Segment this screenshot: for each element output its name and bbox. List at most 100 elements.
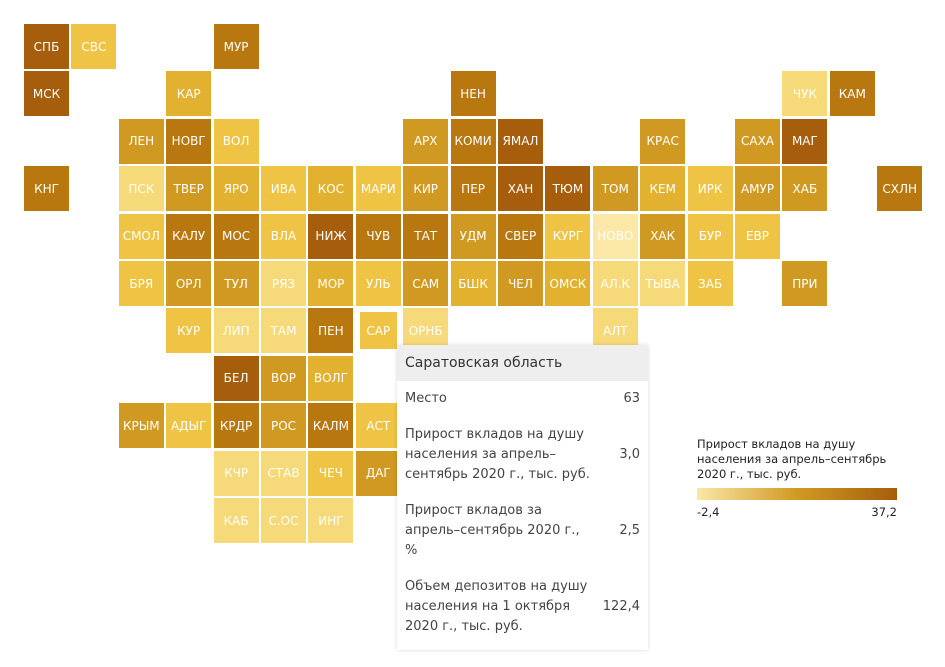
row-label: Прирост вкладов за апрель–сентябрь 2020 … xyxy=(405,503,580,558)
region-tile[interactable]: СВС xyxy=(71,24,117,69)
region-tile[interactable]: КОМИ xyxy=(450,118,496,164)
region-tile[interactable]: ТОМ xyxy=(592,166,638,212)
tooltip-row: Прирост вкладов на душу населения за апр… xyxy=(397,417,648,493)
region-tile[interactable]: АМУР xyxy=(735,166,780,212)
region-tile[interactable]: АЛ.К xyxy=(592,261,638,306)
tooltip-row: Объем депозитов на душу населения на 1 о… xyxy=(397,569,648,645)
region-tile[interactable]: НОВГ xyxy=(166,118,212,164)
region-tile[interactable]: ТАМ xyxy=(261,308,306,354)
region-tile[interactable]: ТАТ xyxy=(403,213,449,259)
region-tile[interactable]: РОС xyxy=(261,403,306,449)
region-tile[interactable]: САР xyxy=(355,308,401,354)
region-tile[interactable]: СХЛН xyxy=(877,166,923,212)
region-tile[interactable]: ЧУВ xyxy=(355,213,401,259)
region-tile[interactable]: ЕВР xyxy=(735,213,780,259)
region-tile[interactable]: САХА xyxy=(735,118,780,164)
region-tile[interactable]: ЗАБ xyxy=(687,261,733,306)
region-tile[interactable]: МОС xyxy=(213,213,259,259)
region-tile[interactable]: НИЖ xyxy=(308,213,354,259)
region-tile[interactable]: КОС xyxy=(308,166,354,212)
region-tile[interactable]: НЕН xyxy=(450,71,496,117)
tooltip: Саратовская область Место 63 Прирост вклад… xyxy=(397,345,648,650)
region-tile[interactable]: ПСК xyxy=(118,166,164,212)
row-label: Прирост вкладов на душу населения за апр… xyxy=(405,427,590,482)
region-tile[interactable]: БУР xyxy=(687,213,733,259)
region-tile[interactable]: ТВЕР xyxy=(166,166,212,212)
region-tile[interactable]: ПЕР xyxy=(450,166,496,212)
region-tile[interactable]: ТУЛ xyxy=(213,261,259,306)
region-tile[interactable]: УДМ xyxy=(450,213,496,259)
region-tile[interactable]: АСТ xyxy=(355,403,401,449)
region-tile[interactable]: ЧЕЛ xyxy=(498,261,543,306)
region-tile[interactable]: ЯРО xyxy=(213,166,259,212)
region-tile[interactable]: ВОР xyxy=(261,355,306,401)
tooltip-title: Саратовская область xyxy=(397,345,648,381)
region-tile[interactable]: КРДР xyxy=(213,403,259,449)
region-tile[interactable]: МОР xyxy=(308,261,354,306)
region-tile[interactable]: ХАН xyxy=(498,166,543,212)
legend-title: Прирост вкладов на душу населения за апр… xyxy=(697,437,887,481)
region-tile[interactable]: РЯЗ xyxy=(261,261,306,306)
region-tile[interactable]: ХАК xyxy=(640,213,686,259)
region-tile[interactable]: ХАБ xyxy=(782,166,828,212)
row-label: Место xyxy=(405,391,447,406)
region-tile[interactable]: МУР xyxy=(213,24,259,69)
region-tile[interactable]: АРХ xyxy=(403,118,449,164)
region-tile[interactable]: ДАГ xyxy=(355,450,401,496)
region-tile[interactable]: ТЮМ xyxy=(545,166,591,212)
region-tile[interactable]: КАБ xyxy=(213,498,259,543)
row-label: Объем депозитов на душу населения на 1 о… xyxy=(405,579,588,634)
legend-gradient xyxy=(697,488,897,500)
region-tile[interactable]: КАР xyxy=(166,71,212,117)
region-tile[interactable]: КАЛМ xyxy=(308,403,354,449)
region-tile[interactable]: КАЛУ xyxy=(166,213,212,259)
region-tile[interactable]: С.ОС xyxy=(261,498,306,543)
row-value: 3,0 xyxy=(619,447,640,462)
region-tile[interactable]: ТЫВА xyxy=(640,261,686,306)
region-tile[interactable]: КЧР xyxy=(213,450,259,496)
region-tile[interactable]: АДЫГ xyxy=(166,403,212,449)
region-tile[interactable]: КИР xyxy=(403,166,449,212)
region-tile[interactable]: ИНГ xyxy=(308,498,354,543)
region-tile[interactable]: ЛИП xyxy=(213,308,259,354)
region-tile[interactable]: ВЛА xyxy=(261,213,306,259)
row-value: 122,4 xyxy=(602,599,640,614)
region-tile[interactable]: КЕМ xyxy=(640,166,686,212)
region-tile[interactable]: СПБ xyxy=(24,24,69,69)
region-tile[interactable]: СМОЛ xyxy=(118,213,164,259)
tooltip-row: Прирост вкладов за апрель–сентябрь 2020 … xyxy=(397,493,648,569)
region-tile[interactable]: КНГ xyxy=(24,166,69,212)
region-tile[interactable]: СТАВ xyxy=(261,450,306,496)
region-tile[interactable]: БШК xyxy=(450,261,496,306)
legend-max: 37,2 xyxy=(871,505,897,519)
region-tile[interactable]: НОВО xyxy=(592,213,638,259)
region-tile[interactable]: УЛЬ xyxy=(355,261,401,306)
region-tile[interactable]: ПРИ xyxy=(782,261,828,306)
region-tile[interactable]: КРАС xyxy=(640,118,686,164)
region-tile[interactable]: СВЕР xyxy=(498,213,543,259)
region-tile[interactable]: КУР xyxy=(166,308,212,354)
region-tile[interactable]: БРЯ xyxy=(118,261,164,306)
legend: Прирост вкладов на душу населения за апр… xyxy=(697,437,897,519)
region-tile[interactable]: КРЫМ xyxy=(118,403,164,449)
region-tile[interactable]: ЧУК xyxy=(782,71,828,117)
region-tile[interactable]: ОМСК xyxy=(545,261,591,306)
region-tile[interactable]: ВОЛГ xyxy=(308,355,354,401)
region-tile[interactable]: ЛЕН xyxy=(118,118,164,164)
region-tile[interactable]: МСК xyxy=(24,71,69,117)
region-tile[interactable]: МАРИ xyxy=(355,166,401,212)
region-tile[interactable]: САМ xyxy=(403,261,449,306)
watermark: www.zsar.ru xyxy=(935,56,945,330)
region-tile[interactable]: ЧЕЧ xyxy=(308,450,354,496)
region-tile[interactable]: ПЕН xyxy=(308,308,354,354)
region-tile[interactable]: БЕЛ xyxy=(213,355,259,401)
region-tile[interactable]: КУРГ xyxy=(545,213,591,259)
region-tile[interactable]: ВОЛ xyxy=(213,118,259,164)
region-tile[interactable]: ОРЛ xyxy=(166,261,212,306)
region-tile[interactable]: КАМ xyxy=(829,71,875,117)
region-tile[interactable]: ЯМАЛ xyxy=(498,118,543,164)
region-tile[interactable]: ИРК xyxy=(687,166,733,212)
region-tile[interactable]: МАГ xyxy=(782,118,828,164)
region-tile[interactable]: ИВА xyxy=(261,166,306,212)
